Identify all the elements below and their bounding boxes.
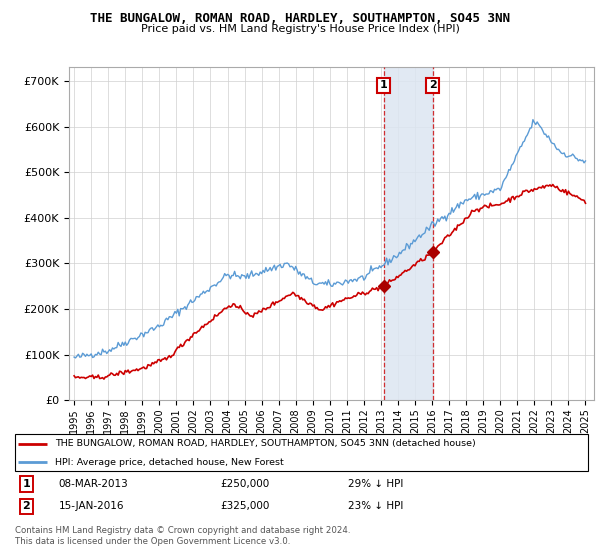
- FancyBboxPatch shape: [15, 434, 588, 471]
- Text: HPI: Average price, detached house, New Forest: HPI: Average price, detached house, New …: [55, 458, 284, 467]
- Text: THE BUNGALOW, ROMAN ROAD, HARDLEY, SOUTHAMPTON, SO45 3NN (detached house): THE BUNGALOW, ROMAN ROAD, HARDLEY, SOUTH…: [55, 439, 476, 448]
- Text: 1: 1: [23, 479, 31, 489]
- Text: £250,000: £250,000: [220, 479, 269, 489]
- Text: £325,000: £325,000: [220, 501, 270, 511]
- Text: 2: 2: [429, 81, 437, 91]
- Text: 1: 1: [380, 81, 388, 91]
- Text: Price paid vs. HM Land Registry's House Price Index (HPI): Price paid vs. HM Land Registry's House …: [140, 24, 460, 34]
- Text: 15-JAN-2016: 15-JAN-2016: [58, 501, 124, 511]
- Text: 08-MAR-2013: 08-MAR-2013: [58, 479, 128, 489]
- Text: 2: 2: [23, 501, 31, 511]
- Text: Contains HM Land Registry data © Crown copyright and database right 2024.
This d: Contains HM Land Registry data © Crown c…: [15, 526, 350, 546]
- Text: 29% ↓ HPI: 29% ↓ HPI: [348, 479, 403, 489]
- Text: THE BUNGALOW, ROMAN ROAD, HARDLEY, SOUTHAMPTON, SO45 3NN: THE BUNGALOW, ROMAN ROAD, HARDLEY, SOUTH…: [90, 12, 510, 25]
- Bar: [384, 67, 433, 400]
- Text: 23% ↓ HPI: 23% ↓ HPI: [348, 501, 403, 511]
